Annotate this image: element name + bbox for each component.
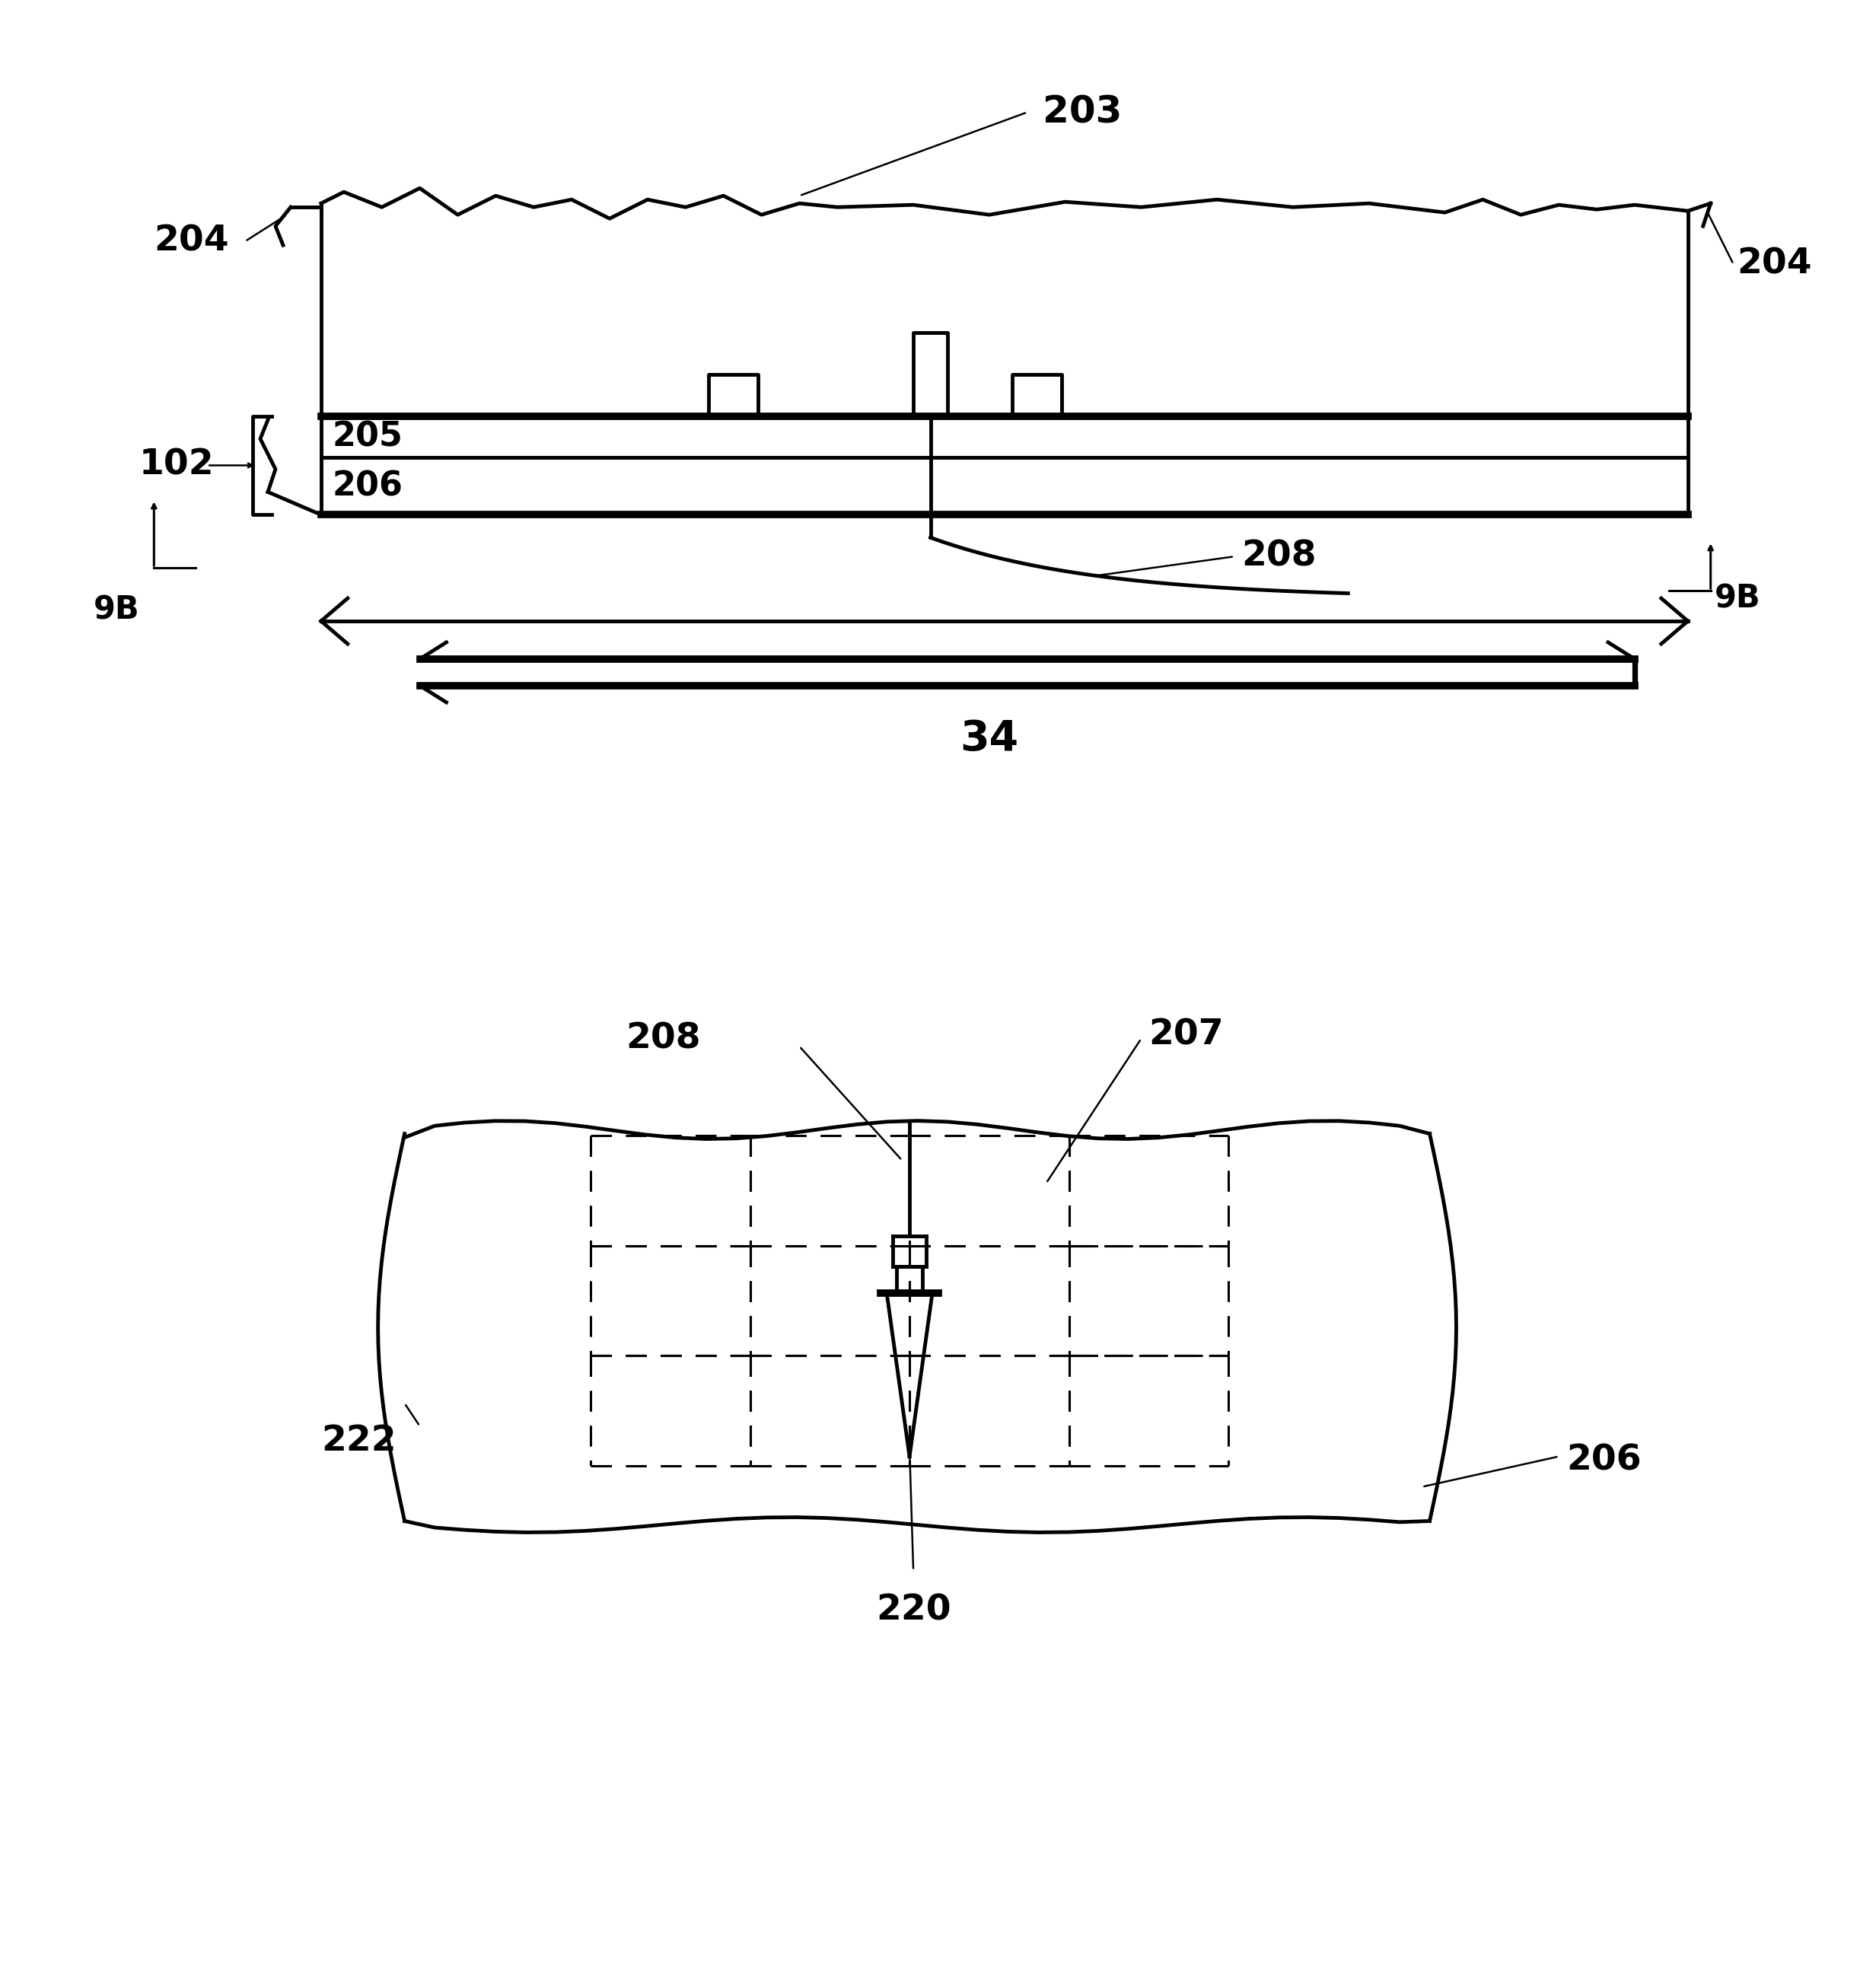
Text: 207: 207 (1148, 1017, 1223, 1053)
Text: 205: 205 (332, 421, 403, 452)
Text: 204: 204 (154, 225, 229, 259)
Text: 34: 34 (961, 719, 1019, 758)
Text: 203: 203 (1043, 95, 1122, 130)
Text: 9B: 9B (94, 594, 139, 626)
Text: 102: 102 (139, 448, 214, 482)
Text: 206: 206 (1566, 1444, 1642, 1477)
Text: 9B: 9B (1715, 583, 1760, 614)
Text: 208: 208 (627, 1021, 702, 1057)
Text: 204: 204 (1737, 247, 1812, 280)
Text: 222: 222 (321, 1424, 396, 1458)
Text: 220: 220 (876, 1594, 951, 1627)
Text: 206: 206 (332, 470, 403, 502)
Text: 208: 208 (1242, 539, 1317, 573)
